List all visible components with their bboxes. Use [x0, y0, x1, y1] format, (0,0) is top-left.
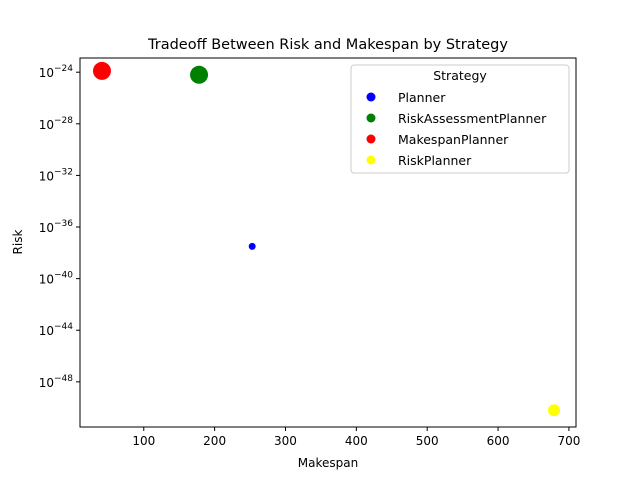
y-axis: 10−24 10−28 10−32 10−36 10−40 10−44 10−48 — [39, 64, 80, 390]
plot-frame — [79, 57, 577, 428]
x-tick-label: 200 — [203, 434, 226, 448]
y-tick-label: 10−32 — [39, 167, 73, 183]
legend-entry-label: RiskAssessmentPlanner — [398, 111, 547, 126]
legend-entry-label: Planner — [398, 90, 446, 105]
x-tick-label: 400 — [345, 434, 368, 448]
y-tick-label: 10−40 — [39, 271, 74, 287]
y-tick-label: 10−36 — [39, 219, 74, 235]
legend-entry-label: MakespanPlanner — [398, 132, 509, 147]
x-axis: 100 200 300 400 500 600 700 — [132, 427, 580, 448]
legend-marker — [366, 134, 376, 144]
legend: Strategy Planner RiskAssessmentPlanner Mak… — [350, 64, 570, 174]
chart-title: Tradeoff Between Risk and Makespan by St… — [147, 37, 508, 53]
legend-marker — [366, 92, 376, 102]
x-tick-label: 500 — [416, 434, 439, 448]
data-point-riskassessmentplanner — [190, 65, 209, 84]
x-tick-label: 300 — [274, 434, 297, 448]
data-point-riskplanner — [548, 404, 561, 417]
y-axis-label: Risk — [11, 230, 25, 255]
x-tick-label: 600 — [487, 434, 510, 448]
data-point-planner — [248, 242, 256, 250]
y-tick-label: 10−48 — [39, 374, 74, 390]
legend-title: Strategy — [433, 68, 487, 83]
legend-marker — [366, 155, 376, 165]
legend-box — [350, 64, 570, 174]
x-axis-label: Makespan — [298, 456, 358, 470]
x-tick-label: 700 — [557, 434, 580, 448]
legend-entry-label: RiskPlanner — [398, 153, 472, 168]
legend-marker — [366, 113, 376, 123]
x-tick-label: 100 — [132, 434, 155, 448]
data-point-makespanplanner — [92, 61, 111, 80]
y-tick-label: 10−24 — [39, 64, 74, 80]
y-tick-label: 10−44 — [39, 322, 74, 338]
plot-area — [92, 61, 561, 417]
y-tick-label: 10−28 — [39, 116, 74, 132]
